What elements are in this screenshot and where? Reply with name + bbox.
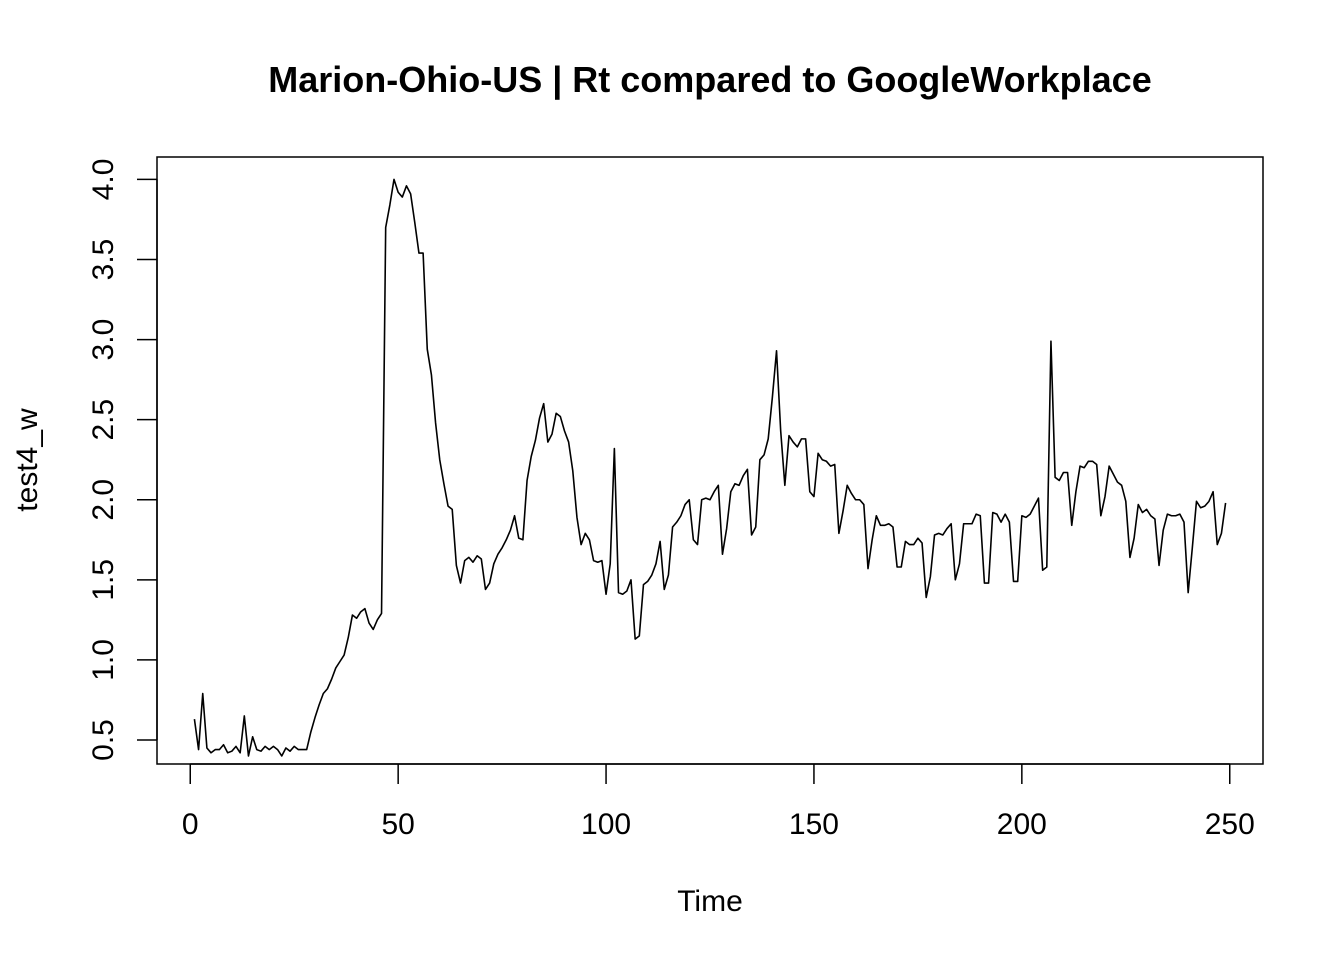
x-tick-label: 250 (1205, 808, 1255, 841)
y-tick-label: 1.5 (87, 559, 120, 601)
y-tick-label: 2.0 (87, 479, 120, 521)
y-tick-label: 3.0 (87, 319, 120, 361)
y-tick-label: 2.5 (87, 399, 120, 441)
plot-frame (156, 156, 1264, 765)
y-axis-label: test4_w (11, 408, 44, 512)
x-tick-label: 150 (789, 808, 839, 841)
x-tick-label: 200 (997, 808, 1047, 841)
y-tick-label: 3.5 (87, 239, 120, 281)
x-tick-label: 100 (581, 808, 631, 841)
series-line (193, 178, 1227, 757)
y-tick-label: 4.0 (87, 159, 120, 201)
x-axis: 0 50 100 150 200 250 (182, 763, 1255, 841)
chart-title: Marion-Ohio-US | Rt compared to GoogleWo… (268, 59, 1151, 101)
y-tick-label: 1.0 (87, 639, 120, 681)
x-axis-label: Time (677, 885, 743, 918)
y-tick-label: 0.5 (87, 719, 120, 761)
y-axis: 0.5 1.0 1.5 2.0 2.5 3.0 3.5 4.0 (87, 159, 158, 761)
x-tick-label: 0 (182, 808, 199, 841)
x-tick-label: 50 (381, 808, 414, 841)
